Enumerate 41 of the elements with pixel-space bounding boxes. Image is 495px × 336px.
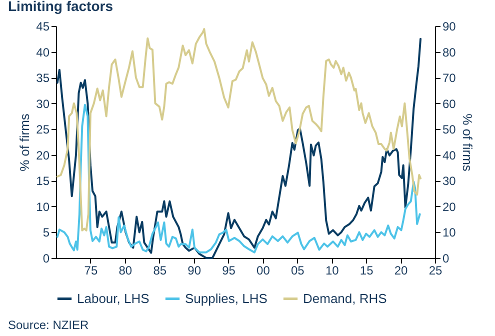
y-tick-label: 5 xyxy=(42,226,50,240)
y2-tick-label: 40 xyxy=(442,148,456,162)
y2-tick-label: 60 xyxy=(442,96,456,111)
legend-label: Labour, LHS xyxy=(77,290,150,306)
y-axis-title: % of firms xyxy=(17,113,32,172)
line-series xyxy=(56,104,421,254)
legend-label: Supplies, LHS xyxy=(185,290,268,306)
y2-tick-label: 20 xyxy=(442,200,456,214)
y-tick-label: 25 xyxy=(36,122,50,137)
source-note: Source: NZIER xyxy=(8,318,89,332)
x-tick-label: 25 xyxy=(428,264,442,278)
x-tick-label: 15 xyxy=(360,264,374,278)
y-tick-label: 10 xyxy=(36,200,50,214)
y2-tick-label: 10 xyxy=(442,226,456,240)
x-tick-label: 75 xyxy=(84,264,98,278)
y-tick-label: 40 xyxy=(36,45,50,60)
y2-tick-label: 50 xyxy=(442,122,456,137)
y2-tick-label: 80 xyxy=(442,45,456,60)
y-tick-label: 30 xyxy=(36,96,50,111)
x-tick-label: 95 xyxy=(222,264,236,278)
line-series xyxy=(56,38,422,259)
y2-axis-title: % of firms xyxy=(460,114,475,172)
x-tick-label: 85 xyxy=(153,264,167,278)
y-tick-label: 0 xyxy=(42,252,50,266)
y2-tick-label: 0 xyxy=(442,252,450,266)
x-tick-label: 05 xyxy=(291,264,305,278)
x-tick-label: 80 xyxy=(118,264,132,278)
line-series xyxy=(56,28,422,232)
legend-label: Demand, RHS xyxy=(303,290,388,306)
y2-tick-label: 70 xyxy=(442,71,456,86)
y-tick-label: 15 xyxy=(36,174,50,188)
y-tick-label: 35 xyxy=(36,71,50,86)
y2-tick-label: 90 xyxy=(442,20,456,34)
x-tick-label: 00 xyxy=(256,264,270,278)
y-tick-label: 20 xyxy=(36,148,50,162)
y-tick-label: 45 xyxy=(36,20,50,34)
y2-tick-label: 30 xyxy=(442,174,456,188)
x-tick-label: 10 xyxy=(325,264,340,278)
x-tick-label: 20 xyxy=(394,264,408,278)
x-tick-label: 90 xyxy=(188,264,202,278)
chart-title: Limiting factors xyxy=(8,0,114,14)
